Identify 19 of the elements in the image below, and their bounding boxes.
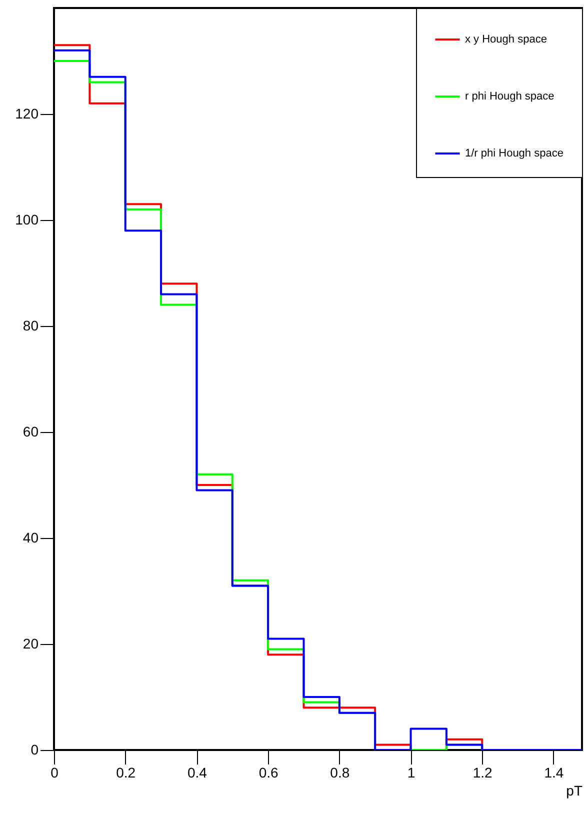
y-tick-label: 40 — [22, 530, 39, 546]
x-tick-label: 0.6 — [258, 764, 278, 780]
x-tick-label: 1 — [407, 764, 416, 780]
x-tick-label: 0.2 — [116, 764, 136, 780]
y-tick-label: 100 — [15, 212, 39, 228]
x-tick-label: 0.8 — [330, 764, 350, 780]
x-tick-label: 1.4 — [544, 764, 564, 780]
y-tick-label: 20 — [22, 636, 39, 652]
legend-label: r phi Hough space — [465, 90, 554, 102]
x-axis-title: pT — [566, 782, 583, 798]
legend-label: x y Hough space — [465, 34, 547, 46]
y-tick-label: 120 — [15, 106, 39, 122]
legend-label: 1/r phi Hough space — [465, 148, 564, 160]
y-tick-label: 0 — [30, 742, 39, 758]
x-tick-label: 1.2 — [472, 764, 493, 780]
y-tick-label: 80 — [22, 318, 39, 334]
x-tick-label: 0 — [50, 764, 59, 780]
y-tick-label: 60 — [22, 424, 39, 440]
x-tick-label: 0.4 — [187, 764, 208, 780]
